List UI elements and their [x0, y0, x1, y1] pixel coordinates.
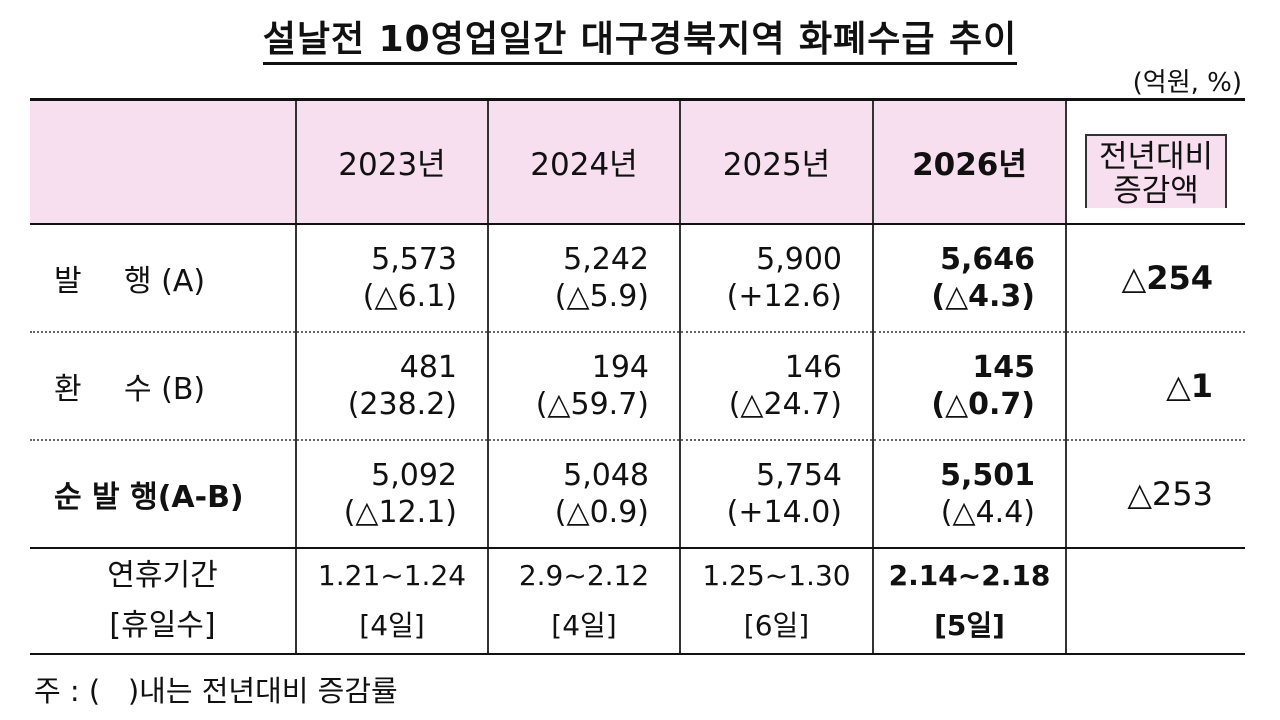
- change-header-line1: 전년대비: [1098, 139, 1214, 176]
- value: 145: [972, 349, 1035, 385]
- value: 5,092: [371, 457, 457, 493]
- table-row-net: 순 발 행(A-B) 5,092 (△12.1) 5,048 (△0.9) 5,75…: [30, 439, 1245, 549]
- holiday-days-label: [휴일수]: [109, 607, 216, 643]
- header-blank: [30, 98, 296, 225]
- period: 1.25~1.30: [702, 558, 851, 592]
- row-label-holiday: 연휴기간 [휴일수]: [30, 547, 296, 655]
- rate: (△4.3): [931, 278, 1035, 314]
- rate: (△5.9): [554, 278, 649, 314]
- row-label-net: 순 발 행(A-B): [30, 439, 296, 549]
- cell-return-change: △1: [1065, 331, 1245, 441]
- page-title: 설날전 10영업일간 대구경북지역 화폐수급 추이: [0, 10, 1280, 65]
- cell-net-2026: 5,501 (△4.4): [872, 439, 1066, 549]
- cell-return-2025: 146 (△24.7): [679, 331, 873, 441]
- cell-net-2023: 5,092 (△12.1): [295, 439, 488, 549]
- header-2026: 2026년: [872, 98, 1066, 225]
- days: [4일]: [551, 608, 617, 642]
- label-issue-left: 발: [54, 263, 82, 299]
- days: [6일]: [743, 608, 810, 642]
- period: 2.14~2.18: [888, 558, 1051, 592]
- value: 5,501: [940, 457, 1035, 493]
- row-label-issue: 발 행 (A): [30, 223, 296, 333]
- cell-net-2025: 5,754 (+14.0): [679, 439, 873, 549]
- value: 5,900: [756, 241, 842, 277]
- table-row-issue: 발 행 (A) 5,573 (△6.1) 5,242 (△5.9) 5,900 (+12…: [30, 223, 1245, 333]
- header-2025: 2025년: [679, 98, 873, 225]
- rate: (△4.4): [940, 494, 1035, 530]
- value: 481: [399, 349, 457, 385]
- value: 5,242: [563, 241, 649, 277]
- rate: (△0.7): [931, 386, 1035, 422]
- period: 2.9~2.12: [518, 558, 650, 592]
- row-label-return: 환 수 (B): [30, 331, 296, 441]
- rate: (△59.7): [535, 386, 649, 422]
- value: 5,573: [371, 241, 457, 277]
- label-return-left: 환: [54, 371, 82, 407]
- rate: (△12.1): [343, 494, 457, 530]
- cell-net-change: △253: [1065, 439, 1245, 549]
- days: [5일]: [934, 608, 1005, 642]
- rate: (+14.0): [726, 494, 842, 530]
- value: 146: [784, 349, 842, 385]
- cell-issue-2023: 5,573 (△6.1): [295, 223, 488, 333]
- label-issue-right: 행 (A): [124, 263, 206, 299]
- cell-holiday-2025: 1.25~1.30 [6일]: [679, 547, 873, 655]
- rate: (+12.6): [726, 278, 842, 314]
- title-text: 설날전 10영업일간 대구경북지역 화폐수급 추이: [262, 19, 1018, 65]
- cell-return-2026: 145 (△0.7): [872, 331, 1066, 441]
- rate: (△0.9): [554, 494, 649, 530]
- cell-return-2023: 481 (238.2): [295, 331, 488, 441]
- value: 5,754: [756, 457, 842, 493]
- unit-label: (억원, %): [1132, 68, 1242, 98]
- change-header-box: 전년대비 증감액: [1084, 134, 1228, 210]
- currency-table: 2023년 2024년 2025년 2026년 전년대비 증감액 발 행 (A) …: [30, 98, 1245, 655]
- value: 194: [591, 349, 649, 385]
- value: 5,646: [940, 241, 1035, 277]
- days: [4일]: [359, 608, 425, 642]
- cell-return-2024: 194 (△59.7): [487, 331, 680, 441]
- rate: (△6.1): [362, 278, 457, 314]
- footnote: 주 : ( )내는 전년대비 증감률: [34, 674, 398, 708]
- cell-issue-change: △254: [1065, 223, 1245, 333]
- header-2023: 2023년: [295, 98, 488, 225]
- header-change: 전년대비 증감액: [1065, 98, 1245, 225]
- rate: (238.2): [347, 386, 457, 422]
- cell-holiday-2026: 2.14~2.18 [5일]: [872, 547, 1066, 655]
- cell-issue-2026: 5,646 (△4.3): [872, 223, 1066, 333]
- cell-issue-2025: 5,900 (+12.6): [679, 223, 873, 333]
- cell-holiday-change: [1065, 547, 1245, 655]
- cell-net-2024: 5,048 (△0.9): [487, 439, 680, 549]
- label-return-right: 수 (B): [124, 371, 206, 407]
- rate: (△24.7): [728, 386, 842, 422]
- period: 1.21~1.24: [317, 558, 467, 592]
- table-row-holiday: 연휴기간 [휴일수] 1.21~1.24 [4일] 2.9~2.12 [4일] 1.2…: [30, 547, 1245, 655]
- cell-issue-2024: 5,242 (△5.9): [487, 223, 680, 333]
- header-row: 2023년 2024년 2025년 2026년 전년대비 증감액: [30, 98, 1245, 225]
- cell-holiday-2023: 1.21~1.24 [4일]: [295, 547, 488, 655]
- value: 5,048: [563, 457, 649, 493]
- header-2024: 2024년: [487, 98, 680, 225]
- cell-holiday-2024: 2.9~2.12 [4일]: [487, 547, 680, 655]
- holiday-label: 연휴기간: [107, 557, 218, 593]
- change-header-line2: 증감액: [1113, 173, 1199, 210]
